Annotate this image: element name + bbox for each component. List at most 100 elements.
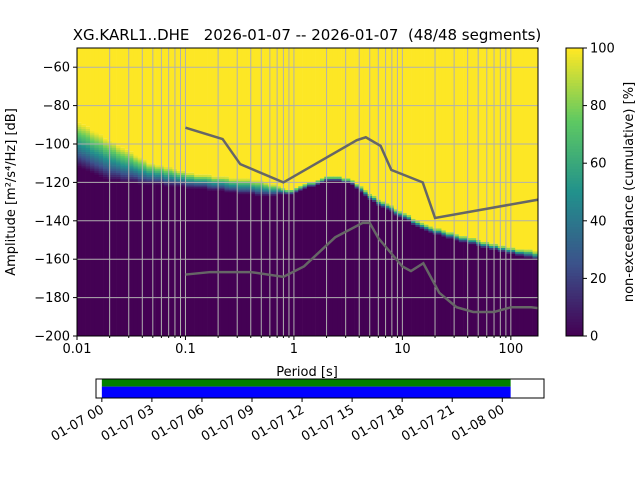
- pdf-cell-high: [302, 48, 308, 185]
- pdf-cell: [77, 151, 82, 154]
- pdf-cell: [81, 151, 86, 154]
- pdf-cell: [81, 149, 86, 152]
- pdf-cell: [133, 163, 139, 166]
- pdf-cell: [146, 163, 152, 166]
- pdf-cell: [85, 155, 91, 158]
- colorbar-cell: [566, 50, 583, 55]
- pdf-cell-low: [207, 190, 212, 336]
- pdf-cell: [202, 186, 208, 189]
- pdf-cell: [98, 174, 104, 177]
- pdf-cell-high: [142, 48, 147, 160]
- pdf-cell: [81, 145, 86, 149]
- pdf-cell: [506, 249, 512, 252]
- pdf-cell: [241, 182, 247, 185]
- pdf-cell: [489, 245, 494, 248]
- coverage-tick-label: 01-08 00: [449, 402, 507, 444]
- colorbar-cell: [566, 171, 583, 176]
- pdf-cell-high: [124, 48, 130, 150]
- colorbar-cell: [566, 197, 583, 202]
- pdf-cell-low: [142, 184, 147, 336]
- pdf-cell-high: [90, 48, 95, 131]
- pdf-cell: [263, 190, 269, 193]
- grid: [76, 48, 538, 337]
- pdf-cell-low: [363, 195, 368, 336]
- pdf-cell-low: [489, 249, 494, 336]
- pdf-cell-high: [441, 48, 447, 231]
- pdf-cell-high: [306, 48, 312, 183]
- pdf-cell: [133, 155, 139, 158]
- pdf-cell: [254, 180, 260, 183]
- pdf-cell: [181, 170, 186, 174]
- pdf-cell: [120, 180, 126, 183]
- pdf-cell: [98, 170, 104, 174]
- pdf-cell: [103, 167, 108, 170]
- colorbar-cell: [566, 180, 583, 184]
- pdf-cell-high: [155, 48, 160, 166]
- pdf-cell: [116, 151, 121, 154]
- colorbar-cell: [566, 76, 583, 81]
- pdf-cell-high: [276, 48, 282, 187]
- colorbar-cell: [566, 186, 583, 190]
- pdf-cell: [129, 174, 134, 177]
- pdf-cell: [506, 247, 512, 250]
- colorbar-cell: [566, 59, 583, 63]
- colorbar-cell: [566, 266, 583, 271]
- pdf-cell: [437, 232, 442, 235]
- pdf-cell: [220, 186, 225, 189]
- pdf-cell: [77, 130, 82, 133]
- pdf-cell-high: [319, 48, 325, 179]
- pdf-cell-low: [406, 220, 412, 336]
- pdf-cell: [124, 157, 130, 160]
- pdf-cell-low: [445, 238, 451, 336]
- pdf-cell: [445, 234, 451, 237]
- coverage-tick-label: 01-07 21: [399, 402, 457, 444]
- pdf-cell: [220, 178, 225, 181]
- pdf-cell: [207, 184, 212, 187]
- pdf-cell: [81, 159, 86, 162]
- colorbar-cell: [566, 243, 583, 248]
- pdf-cell-high: [428, 48, 434, 227]
- colorbar-cell: [566, 62, 583, 66]
- pdf-cell: [155, 170, 160, 174]
- pdf-cell: [241, 190, 247, 193]
- pdf-cell: [385, 207, 390, 210]
- pdf-cell-low: [480, 247, 486, 336]
- pdf-cell: [81, 130, 86, 133]
- pdf-cell: [428, 230, 434, 233]
- pdf-cell: [345, 178, 351, 181]
- pdf-cell: [133, 174, 139, 177]
- pdf-cell-low: [289, 193, 295, 336]
- colorbar-cell: [566, 203, 583, 207]
- pdf-cell: [85, 145, 91, 149]
- pdf-cell-high: [532, 48, 538, 252]
- pdf-cell-high: [241, 48, 247, 179]
- pdf-cell: [428, 228, 434, 231]
- pdf-cell: [90, 165, 95, 168]
- pdf-cell-low: [137, 184, 143, 336]
- pdf-cell: [528, 249, 533, 252]
- pdf-cell-high: [163, 48, 169, 168]
- pdf-cell-high: [354, 48, 360, 185]
- pdf-cell-low: [202, 188, 208, 336]
- pdf-cell: [77, 136, 82, 139]
- pdf-cell-low: [354, 188, 360, 336]
- colorbar-cell: [566, 53, 583, 58]
- pdf-cell: [103, 159, 108, 162]
- pdf-cell: [85, 136, 91, 139]
- pdf-cell: [250, 192, 256, 195]
- pdf-cell: [398, 215, 403, 218]
- colorbar-cell: [566, 108, 583, 112]
- colorbar-cell: [566, 131, 583, 135]
- pdf-cell: [176, 174, 182, 177]
- pdf-cell: [98, 165, 104, 168]
- pdf-cell: [111, 153, 117, 156]
- colorbar-cell: [566, 128, 583, 133]
- pdf-cell: [90, 136, 95, 139]
- pdf-cell: [168, 176, 173, 179]
- pdf-cell: [306, 184, 312, 187]
- pdf-cell: [207, 188, 212, 191]
- pdf-cell: [246, 184, 251, 187]
- pdf-cell: [90, 163, 95, 166]
- pdf-cell: [142, 180, 147, 183]
- pdf-cell: [98, 144, 104, 147]
